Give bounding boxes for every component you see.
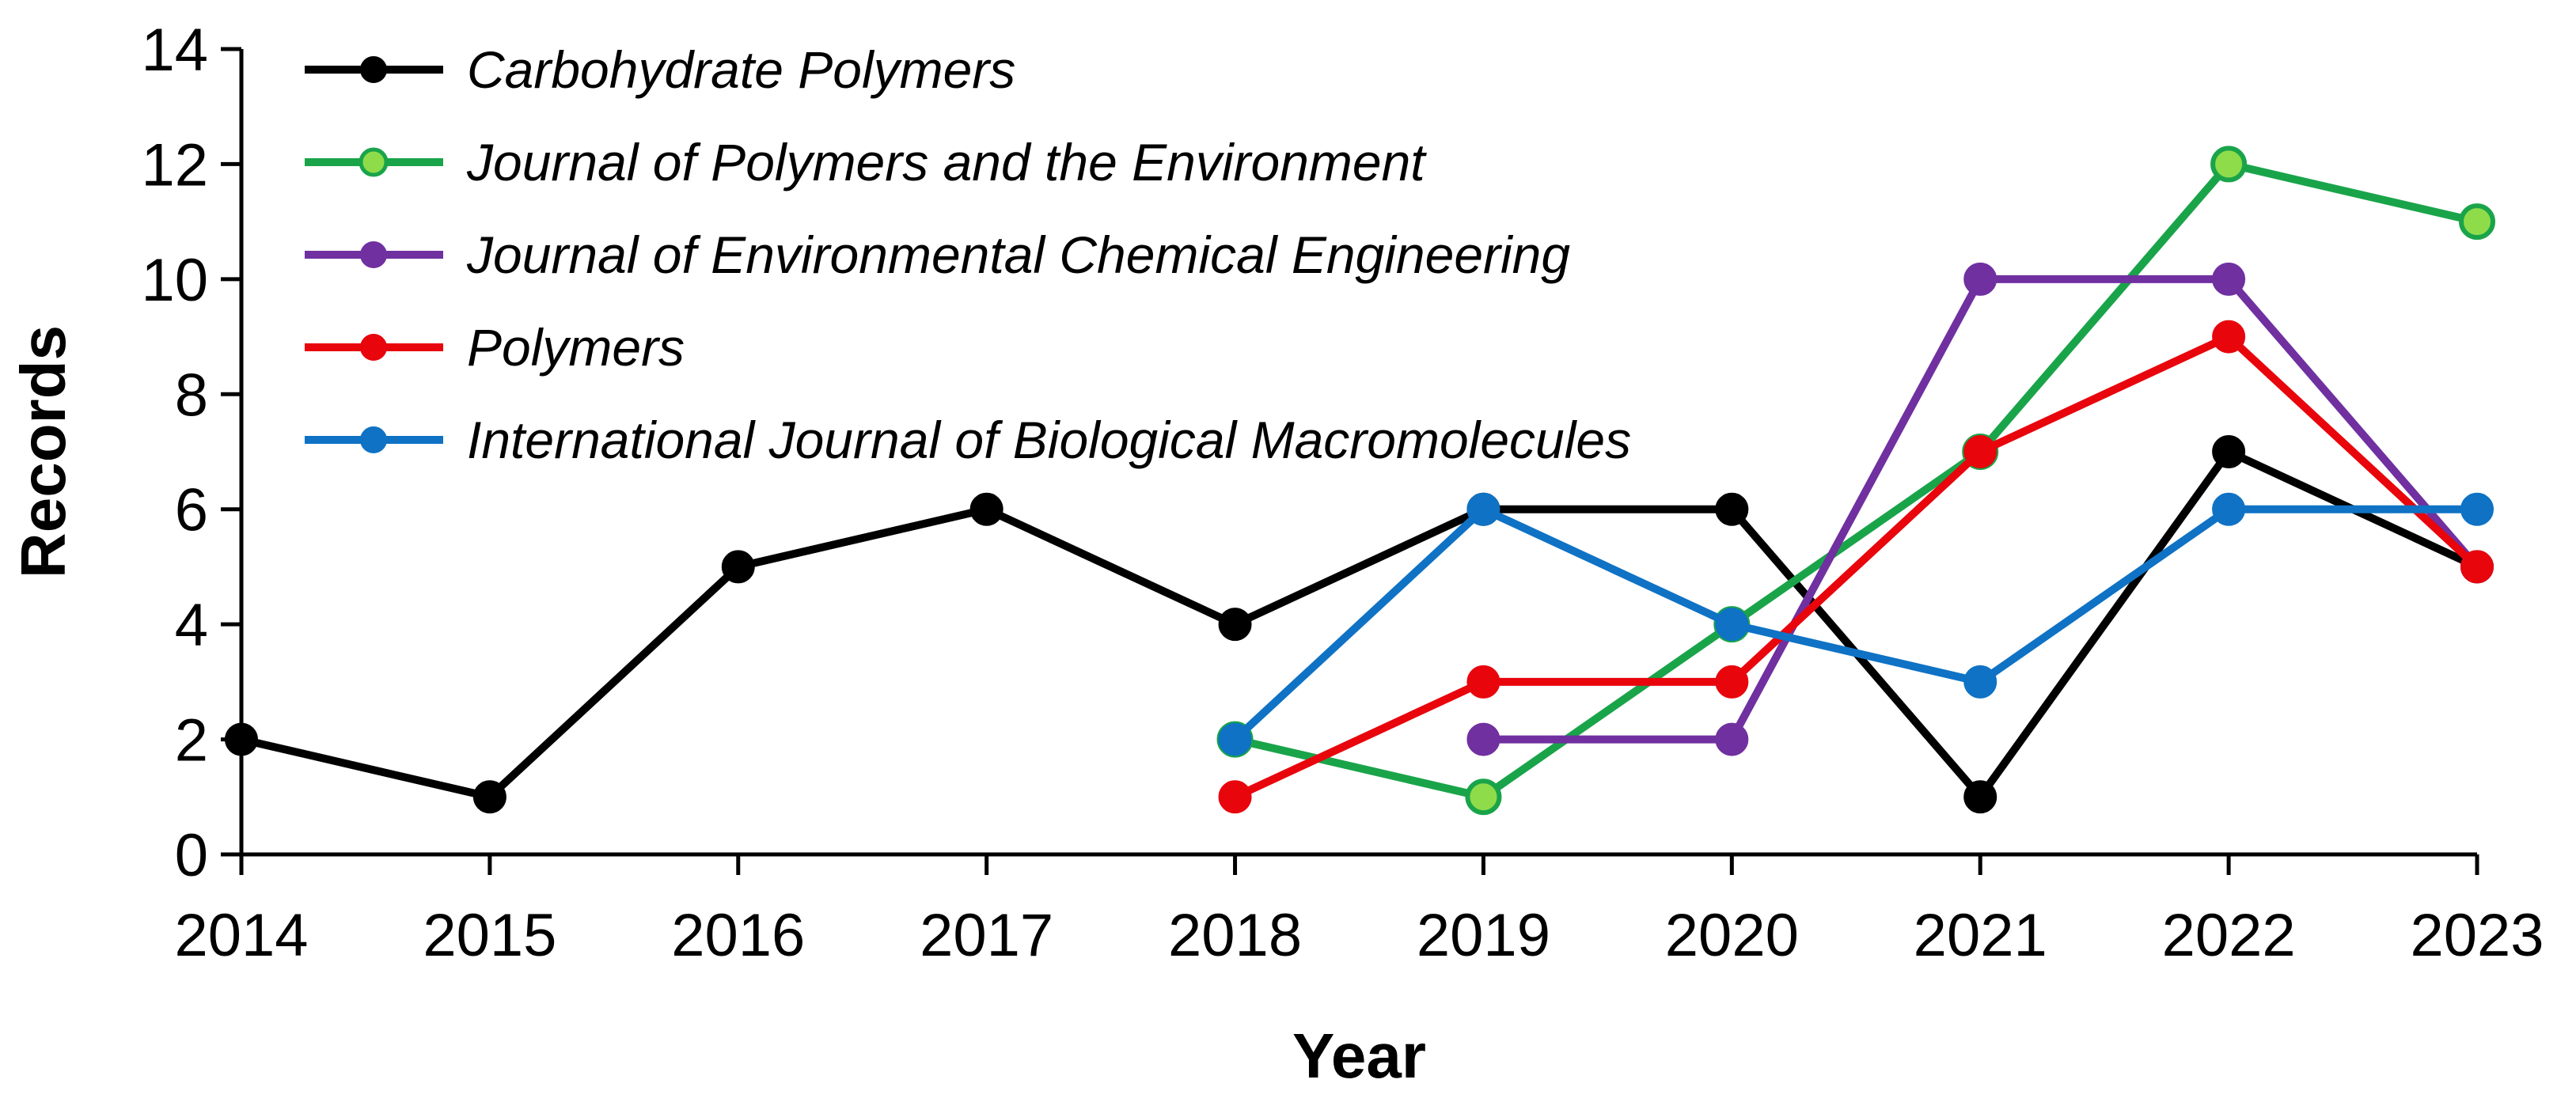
data-point	[2210, 146, 2248, 183]
y-tick-label: 10	[141, 247, 208, 314]
data-point	[1715, 608, 1749, 642]
legend-label: Polymers	[467, 318, 685, 377]
y-tick-label: 14	[141, 17, 208, 84]
legend-label: International Journal of Biological Macr…	[467, 411, 1631, 469]
data-point	[1466, 492, 1500, 526]
data-point	[1218, 722, 1252, 756]
y-axis-ticks: 0 2 4 6 8 10 12 14	[141, 17, 241, 889]
series-line	[1232, 505, 2477, 743]
legend-item: Journal of Polymers and the Environment	[305, 133, 1427, 191]
data-point	[2212, 435, 2246, 468]
legend-label: Journal of Environmental Chemical Engine…	[466, 225, 1570, 284]
data-point	[1466, 722, 1500, 756]
x-tick-label: 2014	[174, 902, 308, 969]
data-point	[2212, 492, 2246, 526]
data-point	[1466, 665, 1500, 699]
data-point	[1963, 780, 1997, 814]
x-tick-label: 2016	[671, 902, 805, 969]
data-point	[225, 722, 258, 756]
x-tick-label: 2019	[1417, 902, 1550, 969]
data-point	[2460, 550, 2494, 584]
y-axis-title: Records	[8, 325, 78, 578]
data-point	[721, 550, 755, 584]
legend-item: Journal of Environmental Chemical Engine…	[305, 225, 1570, 284]
legend-item: International Journal of Biological Macr…	[305, 411, 1631, 469]
legend-marker	[360, 241, 387, 268]
series-line	[240, 448, 2479, 801]
x-tick-label: 2022	[2162, 902, 2296, 969]
legend: Carbohydrate Polymers Journal of Polymers…	[305, 40, 1631, 469]
legend-marker	[360, 334, 387, 361]
legend-marker	[360, 426, 387, 453]
data-point	[969, 492, 1003, 526]
series	[1218, 492, 2494, 756]
data-point	[1465, 778, 1502, 816]
data-point	[472, 780, 506, 814]
data-point	[2460, 492, 2494, 526]
y-tick-label: 2	[175, 707, 208, 775]
data-point	[2212, 320, 2246, 354]
data-point	[1715, 665, 1749, 699]
x-tick-label: 2017	[920, 902, 1053, 969]
data-point	[1963, 262, 1997, 296]
legend-label: Journal of Polymers and the Environment	[466, 133, 1427, 191]
data-point	[1218, 608, 1252, 642]
legend-item: Polymers	[305, 318, 685, 377]
x-tick-label: 2021	[1914, 902, 2047, 969]
x-tick-label: 2020	[1665, 902, 1799, 969]
data-point	[1218, 780, 1252, 814]
x-tick-label: 2018	[1168, 902, 1302, 969]
data-point	[1963, 665, 1997, 699]
x-axis-title: Year	[1292, 1021, 1426, 1091]
series-line	[1234, 160, 2479, 801]
series	[1218, 320, 2494, 814]
x-tick-label: 2023	[2410, 902, 2544, 969]
data-point	[1963, 435, 1997, 468]
legend-marker	[359, 147, 389, 177]
y-tick-label: 12	[141, 131, 208, 199]
series-layer	[225, 146, 2495, 816]
data-point	[2212, 262, 2246, 296]
data-point	[2459, 203, 2495, 241]
legend-label: Carbohydrate Polymers	[467, 40, 1015, 99]
x-tick-label: 2015	[423, 902, 556, 969]
legend-marker	[360, 56, 387, 83]
y-tick-label: 6	[175, 477, 208, 544]
data-point	[1715, 722, 1749, 756]
y-tick-label: 0	[175, 822, 208, 889]
axes	[239, 49, 2477, 857]
y-tick-label: 4	[175, 592, 208, 659]
x-axis-ticks: 2014 2015 2016 2017 2018 2019 2020 2021 2022 2023	[174, 854, 2544, 969]
data-point	[1715, 492, 1749, 526]
legend-item: Carbohydrate Polymers	[305, 40, 1015, 99]
series-line	[1233, 332, 2480, 801]
y-tick-label: 8	[175, 362, 208, 429]
